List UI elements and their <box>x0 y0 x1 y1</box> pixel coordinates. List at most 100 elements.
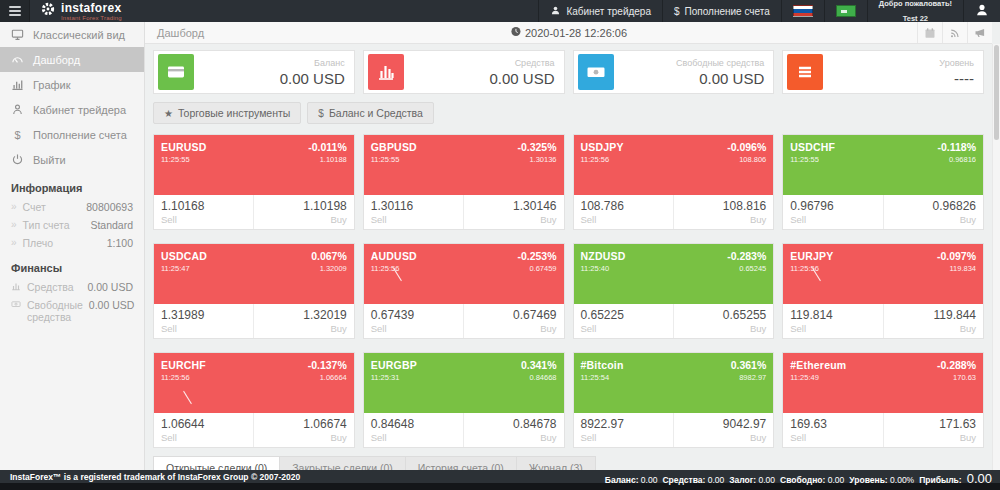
trading-instruments-button[interactable]: ★ Торговые инструменты <box>153 102 301 124</box>
tile-eurusd[interactable]: EURUSD-0.011% 11:25:551.10188 1.10168Sel… <box>153 134 355 230</box>
sidebar-item-label: Пополнение счета <box>33 129 127 141</box>
sidebar-item-chart[interactable]: График <box>0 72 144 97</box>
sidebar-item-trader-cabinet[interactable]: Кабинет трейдера <box>0 97 144 122</box>
sell-button[interactable]: 8922.97Sell <box>574 413 673 447</box>
quote-time: 11:25:40 <box>581 264 610 273</box>
tile-bitcoin[interactable]: #Bitcoin0.361% 11:25:548982.97 8922.97Se… <box>573 352 775 448</box>
sell-button[interactable]: 119.814Sell <box>783 304 882 338</box>
last-price: 1.10188 <box>320 155 347 164</box>
balance-funds-button[interactable]: $ Баланс и Средства <box>307 102 434 124</box>
buy-button[interactable]: 1.32019Buy <box>253 304 353 338</box>
tile-eurgbp[interactable]: EURGBP0.341% 11:25:310.84668 0.84648Sell… <box>363 352 565 448</box>
sidebar-item-deposit[interactable]: $ Пополнение счета <box>0 122 144 147</box>
tile-nzdusd[interactable]: NZDUSD-0.283% 11:25:400.65245 0.65225Sel… <box>573 243 775 339</box>
tab-closed-deals[interactable]: Закрытые сделки (0) <box>280 456 405 470</box>
sidebar-item-logout[interactable]: Выйти <box>0 147 144 172</box>
sell-button[interactable]: 1.10168Sell <box>154 195 253 229</box>
stat-value: 0.00 <box>641 475 658 485</box>
quote-actions: 0.84648Sell 0.84678Buy <box>364 413 564 447</box>
sell-price: 0.84648 <box>371 417 456 431</box>
scrollbar-thumb[interactable] <box>994 45 999 140</box>
buy-button[interactable]: 1.06674Buy <box>253 413 353 447</box>
sell-button[interactable]: 0.67439Sell <box>364 304 463 338</box>
tile-eurchf[interactable]: EURCHF-0.137% 11:25:561.06664 1.06644Sel… <box>153 352 355 448</box>
chevron-icon: » <box>11 219 17 230</box>
tile-audusd[interactable]: AUDUSD-0.253% 11:25:560.67459 0.67439Sel… <box>363 243 565 339</box>
last-price: 108.806 <box>739 155 766 164</box>
sell-price: 169.63 <box>790 417 875 431</box>
sell-label: Sell <box>581 214 666 225</box>
sell-button[interactable]: 1.31989Sell <box>154 304 253 338</box>
last-price: 0.96816 <box>949 155 976 164</box>
tile-usdjpy[interactable]: USDJPY-0.096% 11:25:56108.806 108.786Sel… <box>573 134 775 230</box>
change-percent: -0.137% <box>308 359 347 371</box>
funds-value: 0.00 USD <box>489 70 554 87</box>
buy-button[interactable]: 0.96826Buy <box>883 195 983 229</box>
sidebar-item-dashboard[interactable]: Дашборд <box>0 47 144 72</box>
calendar-button[interactable] <box>917 22 942 43</box>
quote-actions: 1.10168Sell 1.10198Buy <box>154 195 354 229</box>
sell-button[interactable]: 0.65225Sell <box>574 304 673 338</box>
buy-button[interactable]: 1.10198Buy <box>253 195 353 229</box>
tile-usdchf[interactable]: USDCHF-0.118% 11:25:550.96816 0.96796Sel… <box>782 134 984 230</box>
tile-quote-header: USDJPY-0.096% 11:25:56108.806 <box>574 135 774 195</box>
funds-card: Средства 0.00 USD <box>363 50 565 94</box>
buy-button[interactable]: 108.816Buy <box>673 195 773 229</box>
buy-button[interactable]: 0.84678Buy <box>463 413 563 447</box>
list-icon <box>787 54 823 90</box>
buy-button[interactable]: 171.63Buy <box>883 413 983 447</box>
sparkline <box>183 391 192 404</box>
tile-gbpusd[interactable]: GBPUSD-0.325% 11:25:551.30136 1.30116Sel… <box>363 134 565 230</box>
sell-button[interactable]: 0.84648Sell <box>364 413 463 447</box>
sell-label: Sell <box>790 432 875 443</box>
sidebar-item-classic-view[interactable]: Классический вид <box>0 22 144 47</box>
star-icon: ★ <box>164 108 173 119</box>
buy-button[interactable]: 0.67469Buy <box>463 304 563 338</box>
sell-label: Sell <box>161 214 246 225</box>
trader-cabinet-menu-item[interactable]: Кабинет трейдера <box>538 0 662 22</box>
last-price: 170.63 <box>953 373 976 382</box>
tile-quote-header: EURUSD-0.011% 11:25:551.10188 <box>154 135 354 195</box>
tab-open-deals[interactable]: Открытые сделки (0) <box>153 456 280 470</box>
menu-toggle-button[interactable] <box>0 0 30 22</box>
deposit-menu-item[interactable]: $ Пополнение счета <box>662 0 781 22</box>
buy-button[interactable]: 1.30146Buy <box>463 195 563 229</box>
quote-actions: 0.67439Sell 0.67469Buy <box>364 304 564 338</box>
language-ru-menu-item[interactable] <box>781 0 824 22</box>
sell-button[interactable]: 169.63Sell <box>783 413 882 447</box>
user-avatar-button[interactable] <box>963 0 1000 22</box>
tab-account-history[interactable]: История счета (0) <box>406 456 517 470</box>
sell-button[interactable]: 0.96796Sell <box>783 195 882 229</box>
megaphone-button[interactable] <box>967 22 992 43</box>
sell-label: Sell <box>161 432 246 443</box>
stat-label: Свободно: <box>780 475 825 485</box>
language-alt-menu-item[interactable] <box>824 0 867 22</box>
sell-button[interactable]: 1.06644Sell <box>154 413 253 447</box>
change-percent: -0.253% <box>517 250 556 262</box>
vertical-scrollbar[interactable] <box>992 44 1000 470</box>
change-percent: -0.011% <box>308 141 347 153</box>
buy-price: 1.10198 <box>261 199 346 213</box>
tile-eurjpy[interactable]: EURJPY-0.097% 11:25:56119.834 119.814Sel… <box>782 243 984 339</box>
copyright-text: InstaForex™ is a registered trademark of… <box>10 472 300 483</box>
sell-button[interactable]: 108.786Sell <box>574 195 673 229</box>
tab-journal[interactable]: Журнал (3) <box>517 456 596 470</box>
symbol-label: EURCHF <box>161 359 206 371</box>
quote-time: 11:25:47 <box>161 264 190 273</box>
sell-button[interactable]: 1.30116Sell <box>364 195 463 229</box>
rss-button[interactable] <box>942 22 967 43</box>
info-label: Тип счета <box>23 219 70 231</box>
buy-button[interactable]: 119.844Buy <box>883 304 983 338</box>
card-label: Уровень <box>939 58 974 68</box>
tile-usdcad[interactable]: USDCAD0.067% 11:25:471.32009 1.31989Sell… <box>153 243 355 339</box>
quote-actions: 119.814Sell 119.844Buy <box>783 304 983 338</box>
change-percent: 0.361% <box>731 359 767 371</box>
buy-button[interactable]: 0.65255Buy <box>673 304 773 338</box>
stat-label: Баланс: <box>605 475 639 485</box>
sell-price: 0.65225 <box>581 308 666 322</box>
sell-label: Sell <box>581 323 666 334</box>
buy-button[interactable]: 9042.97Buy <box>673 413 773 447</box>
tile-ethereum[interactable]: #Ethereum-0.288% 11:25:49170.63 169.63Se… <box>782 352 984 448</box>
buy-label: Buy <box>261 323 346 334</box>
brand-logo[interactable]: instaforex Instant Forex Trading <box>30 0 132 22</box>
